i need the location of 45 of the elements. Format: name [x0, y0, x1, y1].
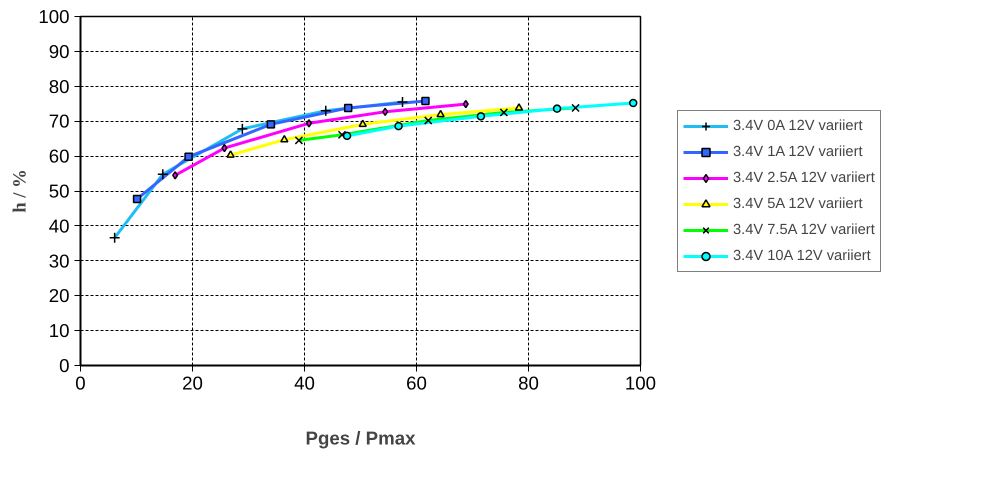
legend-label: 3.4V 7.5A 12V variiert	[733, 222, 875, 238]
point	[266, 120, 276, 129]
point	[358, 120, 367, 128]
legend-label: 3.4V 0A 12V variiert	[733, 118, 863, 134]
x-axis-title: Pges / Pmax	[306, 428, 416, 448]
legend-label: 3.4V 5A 12V variiert	[733, 196, 863, 212]
y-tick-label: 80	[48, 76, 70, 97]
point	[132, 194, 142, 204]
x-tick-label: 60	[406, 372, 427, 394]
legend-label: 3.4V 1A 12V variiert	[733, 144, 863, 160]
point	[394, 122, 403, 130]
point	[552, 104, 562, 113]
legend-label: 3.4V 10A 12V variiert	[733, 248, 871, 264]
y-axis-title: h / %	[9, 169, 30, 213]
point	[280, 134, 289, 142]
x-tick-label: 0	[75, 372, 86, 394]
x-tick-label: 80	[518, 372, 539, 394]
y-tick-label: 20	[48, 285, 70, 306]
point	[226, 150, 235, 158]
point	[514, 103, 524, 111]
y-tick-label: 50	[48, 180, 70, 202]
point	[462, 100, 469, 108]
point	[184, 152, 193, 162]
x-tick-label: 40	[294, 372, 315, 394]
x-tick-label: 100	[624, 372, 656, 394]
y-tick-label: 90	[48, 40, 70, 62]
y-tick-label: 60	[48, 146, 70, 167]
x-tick-label: 20	[182, 372, 203, 394]
point	[628, 98, 638, 108]
point	[421, 96, 430, 106]
point	[306, 119, 312, 128]
y-tick-label: 0	[59, 355, 70, 376]
y-tick-label: 70	[48, 110, 70, 132]
y-tick-label: 40	[48, 215, 70, 236]
point	[221, 144, 228, 152]
y-tick-label: 100	[38, 6, 70, 27]
point	[344, 104, 352, 112]
point	[436, 110, 445, 118]
point	[382, 108, 388, 116]
point	[342, 132, 352, 140]
point	[172, 171, 178, 180]
legend-label: 3.4V 2.5A 12V variiert	[733, 170, 875, 186]
y-tick-label: 30	[48, 250, 70, 272]
y-tick-label: 10	[48, 320, 70, 342]
point	[476, 112, 486, 121]
